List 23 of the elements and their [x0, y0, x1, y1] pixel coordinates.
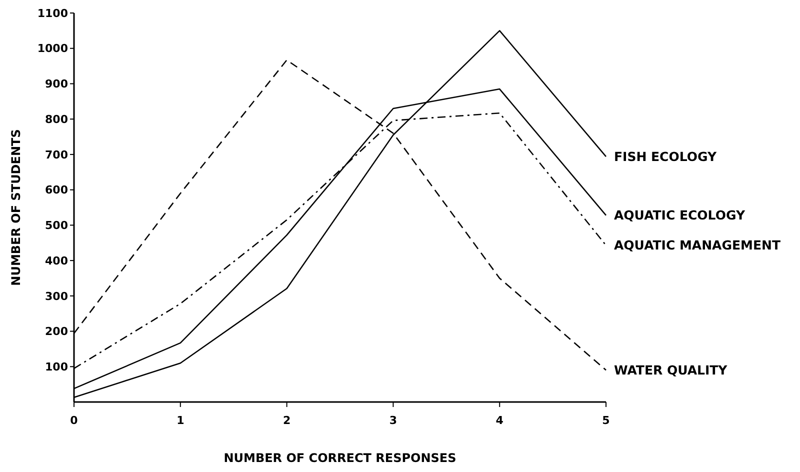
x-tick-label: 2	[282, 414, 291, 427]
y-tick-label: 500	[45, 219, 68, 232]
y-tick-label: 700	[45, 148, 68, 162]
y-tick-label: 900	[45, 78, 68, 91]
x-axis-title: NUMBER OF CORRECT RESPONSES	[224, 451, 456, 465]
y-tick-label: 200	[45, 325, 68, 338]
x-tick-label: 0	[70, 414, 78, 427]
y-tick-label: 300	[45, 290, 68, 303]
x-tick-label: 4	[496, 414, 504, 427]
x-tick-label: 1	[176, 414, 184, 427]
x-tick-label: 3	[389, 414, 398, 427]
y-tick-label: 100	[45, 360, 68, 374]
series-label: WATER QUALITY	[614, 362, 728, 378]
series-label: AQUATIC ECOLOGY	[614, 208, 746, 223]
series-label: AQUATIC MANAGEMENT	[614, 238, 781, 253]
y-tick-label: 400	[45, 254, 68, 268]
y-tick-label: 800	[45, 112, 68, 126]
y-axis-title: NUMBER OF STUDENTS	[9, 129, 23, 286]
series-label: FISH ECOLOGY	[614, 148, 718, 164]
y-tick-label: 600	[45, 184, 68, 197]
y-tick-label: 1100	[37, 6, 68, 20]
x-tick-label: 5	[602, 414, 610, 427]
y-tick-label: 1000	[37, 42, 68, 56]
